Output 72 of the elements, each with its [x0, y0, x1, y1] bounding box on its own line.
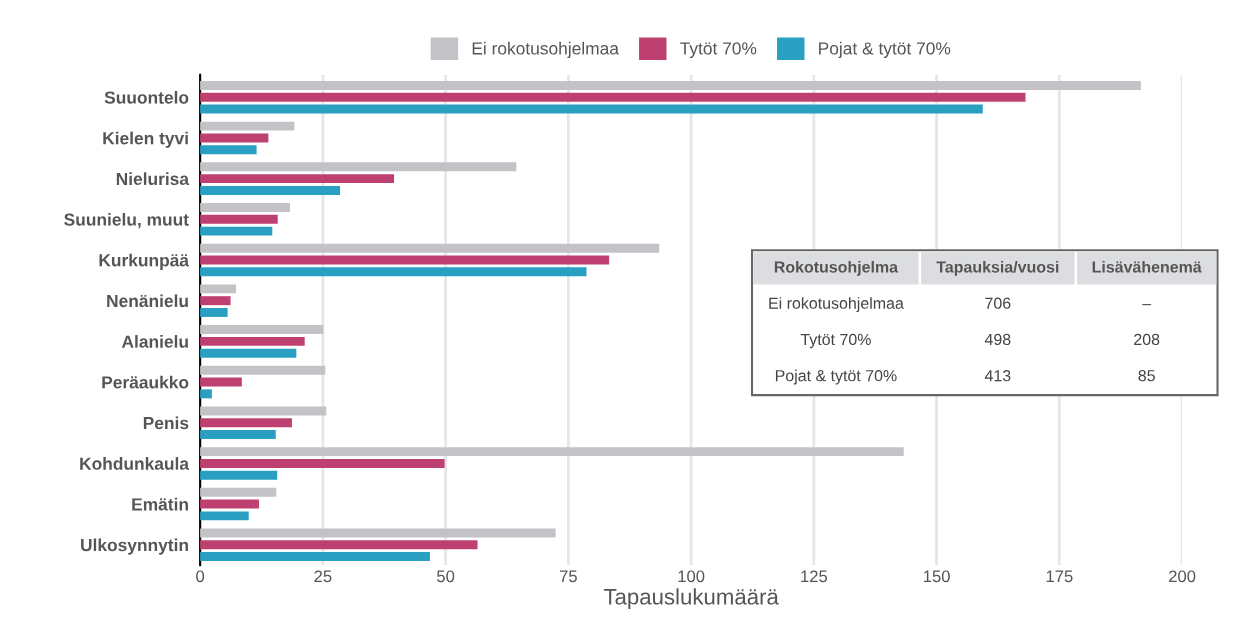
- bar: [200, 267, 587, 277]
- bar: [200, 511, 249, 521]
- x-tick-label: 75: [559, 570, 577, 583]
- x-axis-title: Tapauslukumäärä: [603, 588, 779, 610]
- bar: [200, 418, 292, 428]
- legend-label: Tytöt 70%: [680, 42, 757, 58]
- legend-label: Ei rokotusohjelmaa: [472, 41, 619, 58]
- y-tick-label: Penis: [143, 416, 189, 430]
- bar: [200, 377, 242, 387]
- annotation: Rokotusohjelma: [774, 260, 899, 276]
- x-tick-label: 25: [314, 570, 332, 583]
- y-tick-label: Peräaukko: [102, 375, 189, 389]
- annotation: Lisävähenemä: [1092, 260, 1202, 273]
- bar: [200, 284, 236, 294]
- bar: [200, 406, 327, 416]
- bar: [200, 552, 430, 562]
- bar: [200, 214, 278, 224]
- bar: [200, 203, 290, 212]
- bar: [200, 487, 277, 497]
- x-tick-label: 200: [1169, 570, 1196, 583]
- x-tick-label: 50: [437, 570, 455, 583]
- bar: [200, 80, 1141, 90]
- bar: [200, 389, 212, 399]
- bar: [200, 185, 341, 195]
- bar: [200, 348, 297, 358]
- y-tick-label: Ulkosynnytin: [81, 538, 188, 555]
- bar: [200, 174, 395, 184]
- annotation: 85: [1138, 370, 1155, 382]
- bar: [200, 308, 228, 317]
- x-tick-label: 175: [1046, 570, 1073, 583]
- y-tick-label: Kurkunpää: [99, 253, 190, 270]
- annotation: Pojat & tytöt 70%: [775, 369, 897, 385]
- bar: [200, 104, 983, 114]
- y-tick-label: Nielurisa: [116, 172, 190, 186]
- annotation: 208: [1134, 333, 1160, 346]
- annotation: Tytöt 70%: [800, 333, 871, 349]
- y-tick-label: Suunielu, muut: [64, 213, 189, 229]
- annotation: 498: [984, 333, 1011, 346]
- bar: [200, 499, 260, 509]
- bar: [200, 121, 295, 131]
- bar: [200, 145, 257, 155]
- bar: [200, 325, 324, 335]
- bar: [200, 336, 305, 346]
- y-tick-label: Nenänielu: [107, 294, 188, 308]
- bar: [200, 162, 517, 172]
- annotation: 706: [985, 297, 1011, 309]
- legend-label: Pojat & tytöt 70%: [819, 41, 951, 58]
- bar: [200, 447, 904, 457]
- annotation: –: [1142, 304, 1152, 306]
- x-tick-label: 0: [196, 570, 205, 583]
- bar: [200, 296, 231, 306]
- y-tick-label: Suuontelo: [104, 90, 189, 104]
- bar: [200, 365, 326, 375]
- bar: [200, 92, 1026, 102]
- annotation: 413: [984, 370, 1011, 382]
- bar: [200, 528, 556, 538]
- bar: [200, 430, 276, 439]
- y-tick-label: Emätin: [132, 497, 188, 511]
- bar: [200, 133, 269, 143]
- bar: [200, 226, 273, 236]
- bar: [200, 458, 445, 468]
- x-tick-label: 150: [923, 570, 950, 583]
- y-tick-label: Kielen tyvi: [103, 131, 188, 148]
- bar: [200, 540, 478, 550]
- bar: [200, 470, 278, 480]
- x-tick-label: 100: [678, 570, 705, 583]
- bar: [200, 243, 660, 253]
- y-tick-label: Kohdunkaula: [80, 457, 190, 470]
- x-tick-label: 125: [801, 570, 828, 583]
- y-tick-label: Alanielu: [121, 335, 188, 348]
- annotation: Ei rokotusohjelmaa: [769, 297, 904, 313]
- annotation: Tapauksia/vuosi: [936, 260, 1059, 276]
